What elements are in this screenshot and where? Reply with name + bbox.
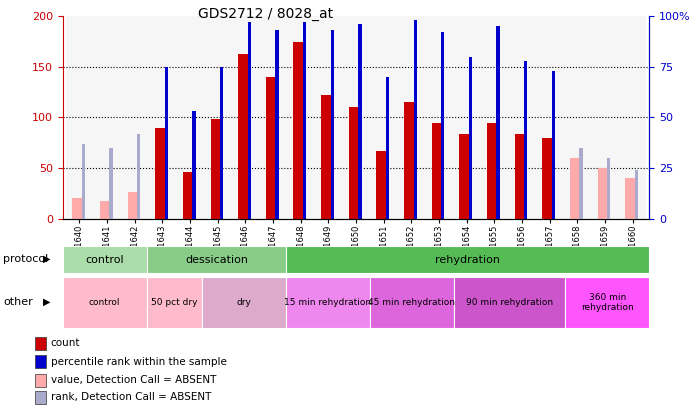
Text: 50 pct dry: 50 pct dry — [151, 298, 198, 307]
Bar — [454, 277, 565, 328]
Text: percentile rank within the sample: percentile rank within the sample — [51, 357, 226, 367]
Bar — [72, 198, 83, 219]
Bar — [286, 246, 649, 273]
Bar — [514, 134, 526, 219]
Bar — [358, 24, 362, 219]
Bar — [370, 16, 397, 219]
Bar — [137, 134, 140, 219]
Text: rehydration: rehydration — [435, 255, 500, 264]
Text: count: count — [51, 338, 80, 348]
Bar — [286, 277, 370, 328]
Bar — [496, 26, 500, 219]
Text: other: other — [3, 297, 34, 307]
Bar — [275, 30, 279, 219]
Bar — [176, 16, 204, 219]
Bar — [147, 246, 286, 273]
Bar — [94, 16, 121, 219]
Text: ▶: ▶ — [43, 254, 50, 264]
Bar — [35, 391, 46, 403]
Bar — [100, 201, 111, 219]
Bar — [625, 178, 637, 219]
Bar — [536, 16, 563, 219]
Bar — [413, 20, 417, 219]
Bar — [321, 95, 332, 219]
Bar — [570, 158, 581, 219]
Text: GDS2712 / 8028_at: GDS2712 / 8028_at — [198, 7, 333, 21]
Bar — [342, 16, 370, 219]
Bar — [63, 277, 147, 328]
Bar — [165, 67, 168, 219]
Text: 15 min rehydration: 15 min rehydration — [285, 298, 371, 307]
Bar — [591, 16, 618, 219]
Bar — [183, 172, 194, 219]
Bar — [121, 16, 149, 219]
Bar — [287, 16, 315, 219]
Bar — [552, 71, 555, 219]
Bar — [211, 119, 221, 219]
Bar — [469, 57, 472, 219]
Bar — [397, 16, 425, 219]
Bar — [238, 54, 249, 219]
Bar — [597, 168, 609, 219]
Bar — [432, 122, 443, 219]
Bar — [110, 148, 112, 219]
Bar — [315, 16, 342, 219]
Bar — [266, 77, 277, 219]
Bar — [565, 277, 649, 328]
Bar — [634, 170, 638, 219]
Text: protocol: protocol — [3, 254, 49, 264]
Bar — [618, 16, 646, 219]
Bar — [453, 16, 480, 219]
Bar — [192, 111, 195, 219]
Text: 45 min rehydration: 45 min rehydration — [369, 298, 455, 307]
Bar — [35, 337, 46, 350]
Bar — [155, 128, 166, 219]
Bar — [404, 102, 415, 219]
Text: dessication: dessication — [185, 255, 248, 264]
Bar — [248, 22, 251, 219]
Bar — [542, 138, 554, 219]
Bar — [220, 67, 223, 219]
Bar — [82, 144, 85, 219]
Text: control: control — [89, 298, 121, 307]
Bar — [524, 61, 528, 219]
Bar — [487, 122, 498, 219]
Text: dry: dry — [237, 298, 252, 307]
Bar — [386, 77, 389, 219]
Bar — [293, 42, 304, 219]
Bar — [35, 374, 46, 386]
Bar — [66, 16, 94, 219]
Text: value, Detection Call = ABSENT: value, Detection Call = ABSENT — [51, 375, 216, 385]
Bar — [607, 158, 611, 219]
Bar — [425, 16, 453, 219]
Text: control: control — [85, 255, 124, 264]
Bar — [149, 16, 176, 219]
Bar — [480, 16, 508, 219]
Bar — [35, 356, 46, 368]
Bar — [508, 16, 536, 219]
Bar — [202, 277, 286, 328]
Bar — [376, 151, 387, 219]
Bar — [303, 22, 306, 219]
Bar — [459, 134, 470, 219]
Bar — [331, 30, 334, 219]
Bar — [579, 148, 583, 219]
Text: 90 min rehydration: 90 min rehydration — [466, 298, 553, 307]
Text: 360 min
rehydration: 360 min rehydration — [581, 293, 634, 312]
Bar — [204, 16, 232, 219]
Bar — [441, 32, 445, 219]
Bar — [349, 107, 360, 219]
Text: rank, Detection Call = ABSENT: rank, Detection Call = ABSENT — [51, 392, 211, 402]
Bar — [370, 277, 454, 328]
Bar — [147, 277, 202, 328]
Bar — [63, 246, 147, 273]
Bar — [232, 16, 259, 219]
Bar — [259, 16, 287, 219]
Bar — [563, 16, 591, 219]
Text: ▶: ▶ — [43, 297, 50, 307]
Bar — [128, 192, 139, 219]
